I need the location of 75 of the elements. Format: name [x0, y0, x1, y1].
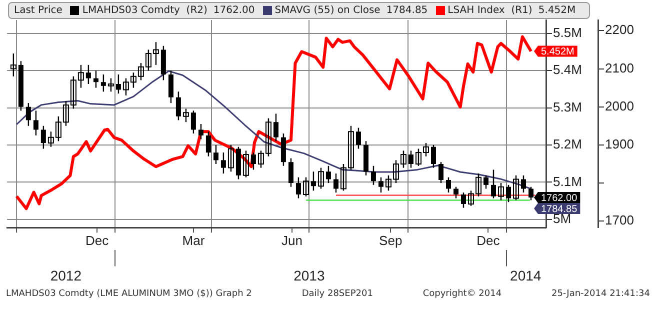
y-tick-label: 5.4M [553, 62, 582, 78]
candlestick [326, 165, 331, 184]
candlestick [228, 144, 234, 172]
candlestick [198, 123, 204, 140]
y-tick-label: 5.1M [553, 174, 582, 189]
text: LMAHDS03 Comdty (LME ALUMINUM 3MO ($)) Graph 2 [6, 289, 252, 299]
legend-label: LSAH Index (R1) [448, 4, 532, 17]
candlestick [378, 176, 384, 194]
x-tick-label: Mar [182, 232, 206, 248]
candlestick [302, 176, 309, 197]
legend-label: SMAVG (55) on Close [274, 4, 380, 17]
candlestick [100, 74, 106, 92]
candlestick [356, 127, 361, 150]
candlestick [430, 144, 436, 168]
candlestick [116, 74, 121, 94]
candlestick [446, 176, 451, 194]
x-tick-label: Jun [282, 232, 303, 248]
candlestick [273, 113, 278, 142]
y2-tick-label: 2000 [605, 98, 634, 114]
candlestick [490, 169, 496, 199]
candlestick [318, 167, 324, 190]
candlestick [288, 158, 294, 188]
x2-tick-label: 2013 [294, 267, 325, 284]
text: 25-Jan-2014 21:41:34 [551, 289, 650, 299]
candlestick [506, 184, 511, 203]
text: Copyright© 2014 [422, 289, 502, 299]
text: 5.452M [538, 5, 576, 16]
x2-tick-label: 2014 [510, 267, 542, 284]
y-tick-label: 5.5M [553, 24, 582, 40]
candlestick [408, 150, 414, 168]
candlestick [10, 52, 16, 77]
y-tick-label: 5.3M [553, 99, 582, 114]
candlestick [453, 186, 458, 199]
candlestick [483, 174, 488, 190]
candlestick [26, 102, 31, 126]
candlestick [93, 70, 98, 88]
candlestick [250, 152, 256, 170]
candlestick [182, 108, 189, 123]
text: 1784.85 [386, 5, 428, 16]
candlestick [242, 150, 249, 178]
candlestick [220, 152, 226, 174]
candlestick [108, 78, 114, 92]
data-label: 5.452M [541, 46, 574, 58]
x2-tick-label: 2012 [50, 267, 82, 284]
candlestick [40, 125, 46, 150]
x-tick-label: Dec [476, 232, 500, 248]
candlestick [438, 161, 444, 184]
y2-tick-label: 2200 [605, 22, 634, 38]
candlestick [296, 176, 301, 199]
data-label: 1784.85 [541, 204, 578, 215]
candlestick [33, 110, 38, 136]
candlestick [176, 91, 181, 121]
x-tick-label: Dec [85, 232, 110, 248]
candlestick [333, 172, 338, 194]
candlestick [206, 131, 211, 157]
candlestick [86, 64, 91, 85]
y2-tick-label: 2100 [605, 60, 634, 76]
candlestick [520, 174, 526, 194]
candlestick [213, 144, 218, 165]
y2-tick-label: 1900 [605, 136, 634, 152]
y2-tick-label: 1700 [605, 212, 634, 228]
text: 1762.00 [213, 5, 255, 16]
legend-title: Last Price [14, 5, 62, 16]
legend-label: LMAHDS03 Comdty (R2) [82, 4, 208, 17]
y-tick-label: 5.2M [553, 136, 582, 152]
candlestick [190, 110, 196, 134]
candlestick [460, 192, 466, 208]
candlestick [512, 174, 519, 201]
text: Daily 28SEP201 [302, 289, 373, 299]
x-tick-label: Sep [379, 232, 402, 248]
candlestick [168, 70, 174, 104]
text: 1762.00 [541, 192, 578, 204]
candlestick [370, 165, 376, 186]
candlestick [310, 171, 316, 192]
candlestick [498, 182, 504, 201]
